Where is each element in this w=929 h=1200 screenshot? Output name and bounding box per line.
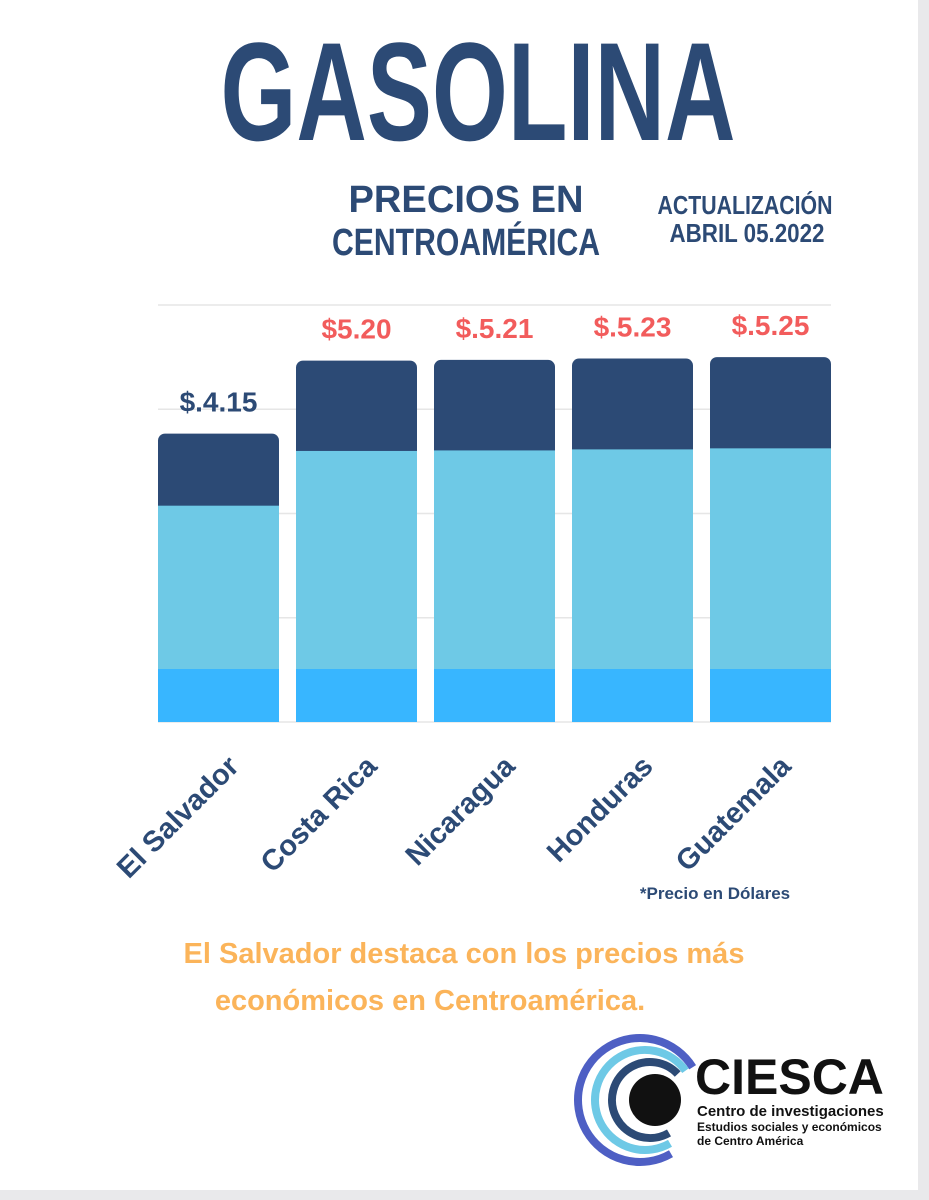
note: *Precio en Dólares bbox=[640, 884, 790, 903]
logo-ring bbox=[574, 1034, 706, 1166]
bar-band bbox=[572, 669, 693, 722]
subtitle: CENTROAMÉRICA bbox=[332, 220, 600, 264]
logo-text: de Centro América bbox=[697, 1134, 804, 1148]
logo-text: Centro de investigaciones bbox=[697, 1103, 884, 1120]
value-label: $.5.21 bbox=[456, 313, 534, 344]
value-label: $.5.23 bbox=[594, 312, 672, 343]
value-label: $.5.25 bbox=[732, 310, 810, 341]
value-label: $.4.15 bbox=[180, 387, 258, 418]
logo-ring bbox=[591, 1046, 699, 1154]
subtitle: PRECIOS EN bbox=[349, 179, 584, 221]
title: GASOLINA bbox=[221, 13, 736, 170]
logo-name: CIESCA bbox=[695, 1049, 884, 1105]
bar-band bbox=[158, 669, 279, 722]
logo: CIESCA Centro de investigaciones Estudio… bbox=[574, 1034, 884, 1166]
value-label: $5.20 bbox=[321, 314, 391, 345]
caption: El Salvador destaca con los precios más bbox=[184, 938, 745, 970]
bar-band bbox=[434, 669, 555, 722]
update-date: ABRIL 05.2022 bbox=[670, 218, 825, 248]
logo-text: Estudios sociales y económicos bbox=[697, 1120, 882, 1134]
caption: económicos en Centroamérica. bbox=[215, 985, 645, 1017]
bar-band bbox=[296, 669, 417, 722]
update-date: ACTUALIZACIÓN bbox=[658, 190, 833, 220]
logo-ring bbox=[608, 1058, 692, 1142]
logo-core bbox=[629, 1074, 681, 1126]
bar-band bbox=[710, 669, 831, 722]
